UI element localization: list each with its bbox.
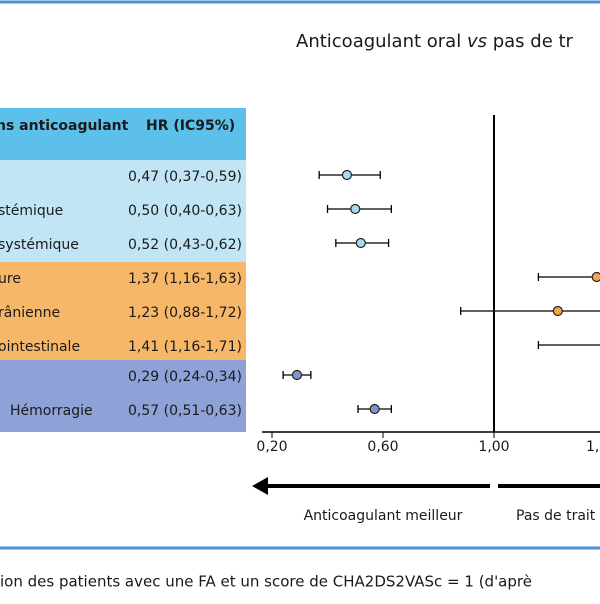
hr-label: 0,47 (0,37-0,59) [128, 169, 242, 185]
title-part: vs [467, 31, 487, 52]
table-row [0, 160, 246, 194]
row-label: ure [0, 271, 21, 287]
arrow-label: Anticoagulant meilleur [304, 508, 463, 524]
title-part: pas de tr [487, 31, 574, 52]
x-tick-label: 0,20 [256, 439, 287, 455]
table-row [0, 262, 246, 296]
hr-point [341, 169, 353, 181]
hr-label: 0,57 (0,51-0,63) [128, 403, 242, 419]
table-row [0, 228, 246, 262]
title-part: Anticoagulant oral [296, 31, 467, 52]
hr-point [350, 203, 361, 215]
hr-label: 0,52 (0,43-0,62) [128, 237, 242, 253]
row-label: Hémorragie [10, 403, 93, 419]
hr-point [591, 271, 600, 283]
hr-point [355, 237, 366, 249]
row-label: rânienne [0, 305, 60, 321]
left-arrow-head [252, 477, 268, 495]
hr-label: 1,23 (0,88-1,72) [128, 305, 242, 321]
x-tick-label: 0,60 [367, 439, 398, 455]
hr-point [291, 369, 303, 381]
arrow-label: Pas de trait [516, 508, 596, 524]
hr-label: 1,37 (1,16-1,63) [128, 271, 242, 287]
header-label: HR (IC95%) [146, 118, 235, 134]
hr-label: 0,50 (0,40-0,63) [128, 203, 242, 219]
table-header [0, 108, 246, 160]
hr-point [552, 305, 563, 317]
table-row [0, 296, 246, 330]
row-label: ointestinale [0, 339, 80, 355]
table-row [0, 194, 246, 228]
caption: ion des patients avec une FA et un score… [0, 573, 532, 591]
row-label: stémique [0, 203, 63, 219]
x-tick-label: 1, [586, 439, 599, 455]
row-label: systémique [0, 237, 79, 253]
hr-point [369, 403, 380, 415]
table-row [0, 330, 246, 364]
table-row [0, 394, 246, 432]
chart-title: Anticoagulant oral vs pas de tr [296, 31, 574, 52]
hr-label: 0,29 (0,24-0,34) [128, 369, 242, 385]
x-tick-label: 1,00 [478, 439, 509, 455]
plot-area [282, 169, 600, 415]
header-label: ns anticoagulant [0, 118, 129, 134]
hr-label: 1,41 (1,16-1,71) [128, 339, 242, 355]
table-row [0, 360, 246, 394]
